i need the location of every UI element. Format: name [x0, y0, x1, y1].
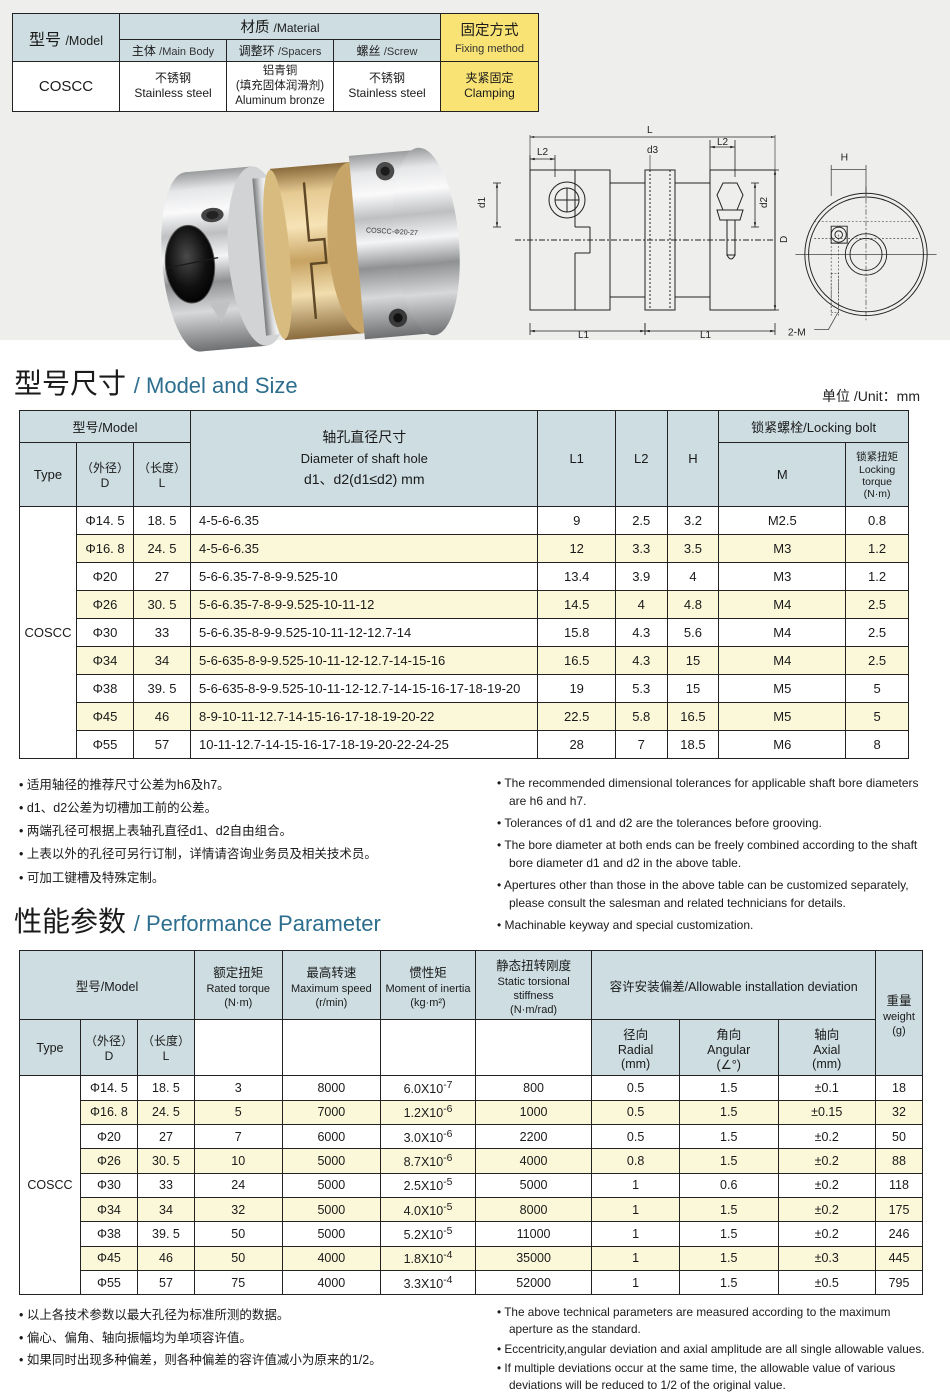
- svg-text:L1: L1: [578, 330, 590, 341]
- svg-text:d1: d1: [477, 196, 488, 208]
- svg-text:H: H: [841, 152, 848, 163]
- svg-text:L2: L2: [537, 147, 549, 158]
- svg-text:d2: d2: [759, 196, 770, 208]
- svg-text:d3: d3: [647, 145, 659, 156]
- svg-text:L2: L2: [717, 137, 729, 148]
- svg-text:L: L: [647, 125, 653, 136]
- svg-text:2-M: 2-M: [788, 327, 806, 338]
- svg-text:L1: L1: [700, 330, 712, 341]
